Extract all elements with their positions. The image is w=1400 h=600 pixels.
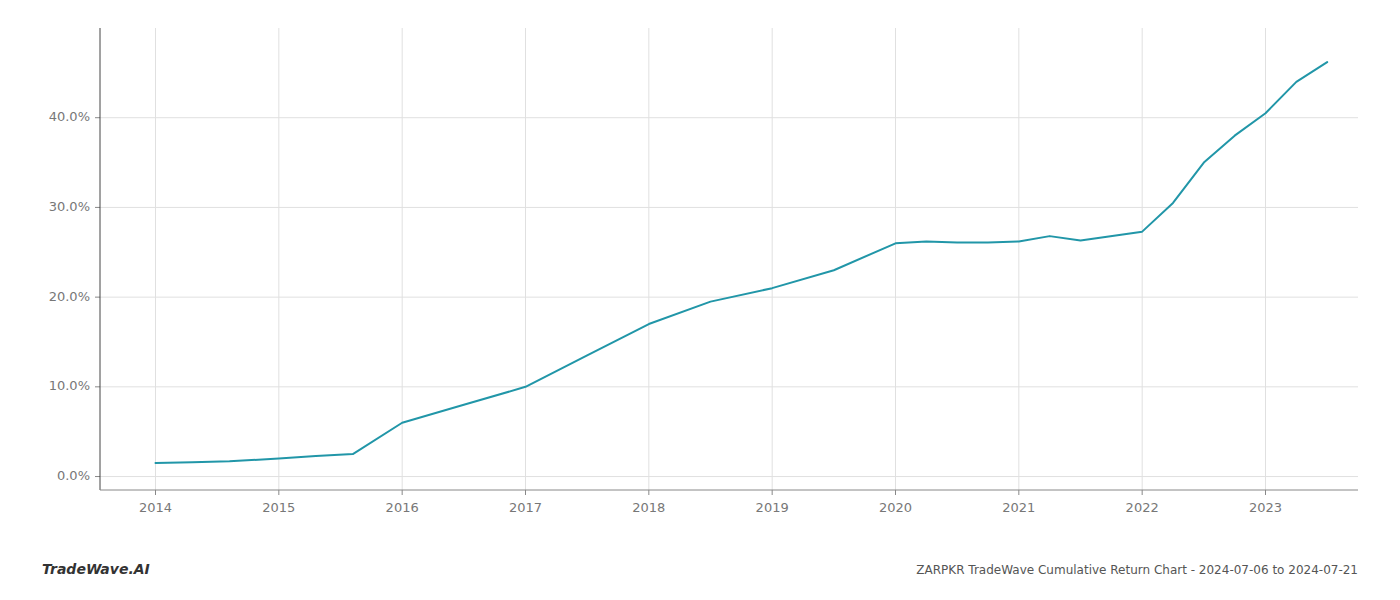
x-tick-mark [648,490,649,495]
x-grid-line [1142,28,1143,490]
y-tick-label: 10.0% [49,378,90,393]
plot-area [156,62,1328,463]
x-grid-line [155,28,156,490]
y-tick-mark [95,476,100,477]
x-tick-label: 2021 [1002,500,1035,515]
y-tick-mark [95,117,100,118]
x-tick-mark [1265,490,1266,495]
x-axis-line [100,490,1358,491]
x-tick-label: 2019 [756,500,789,515]
x-tick-label: 2020 [879,500,912,515]
x-grid-line [648,28,649,490]
x-tick-label: 2018 [632,500,665,515]
watermark: TradeWave.AI [42,561,150,577]
x-tick-label: 2014 [139,500,172,515]
x-grid-line [772,28,773,490]
y-grid-line [100,476,1358,477]
x-tick-label: 2022 [1126,500,1159,515]
x-tick-mark [525,490,526,495]
y-tick-label: 0.0% [57,468,90,483]
x-grid-line [278,28,279,490]
x-tick-label: 2017 [509,500,542,515]
chart-svg: 0.0% 10.0% 20.0% 30.0% 40.0% 2014 2015 2016 2017… [0,0,1400,600]
y-tick-mark [95,207,100,208]
x-tick-mark [895,490,896,495]
y-tick-mark [95,386,100,387]
x-grid-line [402,28,403,490]
x-grid-line [1018,28,1019,490]
x-tick-mark [1018,490,1019,495]
x-tick-mark [772,490,773,495]
chart-title: ZARPKR TradeWave Cumulative Return Chart… [916,563,1358,577]
x-tick-mark [402,490,403,495]
x-grid-line [1265,28,1266,490]
x-grid-line [895,28,896,490]
x-tick-label: 2023 [1249,500,1282,515]
chart-container: 0.0% 10.0% 20.0% 30.0% 40.0% 2014 2015 2016 2017… [0,0,1400,600]
y-tick-label: 20.0% [49,289,90,304]
x-tick-label: 2016 [386,500,419,515]
x-tick-mark [1142,490,1143,495]
y-tick-label: 30.0% [49,199,90,214]
grid [100,28,1358,490]
x-grid-line [525,28,526,490]
y-grid-line [100,386,1358,387]
x-tick-mark [278,490,279,495]
y-tick-label: 40.0% [49,109,90,124]
data-line [156,62,1328,463]
x-tick-label: 2015 [262,500,295,515]
y-tick-mark [95,297,100,298]
y-axis-line [100,28,101,490]
x-tick-mark [155,490,156,495]
y-grid-line [100,117,1358,118]
background [0,0,1400,600]
